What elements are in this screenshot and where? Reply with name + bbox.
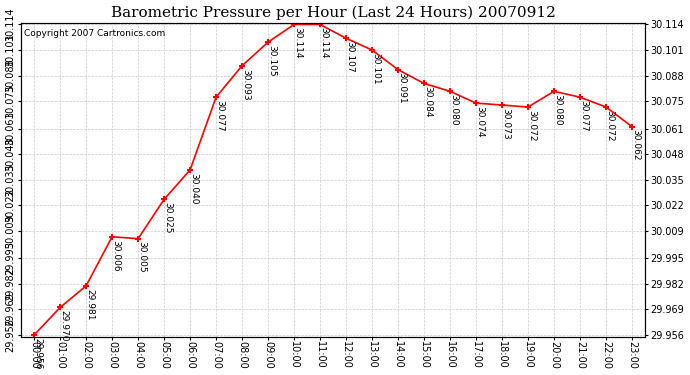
Text: 30.005: 30.005 [138,242,147,273]
Text: 30.006: 30.006 [112,240,121,271]
Text: 30.105: 30.105 [268,45,277,76]
Text: 30.114: 30.114 [319,27,328,59]
Text: 29.981: 29.981 [86,289,95,320]
Text: 30.114: 30.114 [294,27,303,59]
Text: 30.077: 30.077 [216,100,225,132]
Text: 30.093: 30.093 [241,69,250,100]
Text: 30.073: 30.073 [502,108,511,140]
Text: 30.084: 30.084 [424,86,433,118]
Text: 30.091: 30.091 [397,72,406,104]
Text: 30.077: 30.077 [580,100,589,132]
Text: 29.970: 29.970 [60,310,69,342]
Text: 30.080: 30.080 [450,94,459,126]
Text: 30.107: 30.107 [346,41,355,73]
Text: 30.072: 30.072 [528,110,537,141]
Text: Copyright 2007 Cartronics.com: Copyright 2007 Cartronics.com [24,29,166,38]
Text: 30.101: 30.101 [372,53,381,84]
Text: 30.025: 30.025 [164,202,172,234]
Text: 30.074: 30.074 [475,106,484,137]
Text: 30.072: 30.072 [606,110,615,141]
Text: 30.080: 30.080 [553,94,562,126]
Text: 30.062: 30.062 [631,129,641,161]
Text: 30.040: 30.040 [190,172,199,204]
Title: Barometric Pressure per Hour (Last 24 Hours) 20070912: Barometric Pressure per Hour (Last 24 Ho… [110,6,555,20]
Text: 29.956: 29.956 [34,338,43,369]
